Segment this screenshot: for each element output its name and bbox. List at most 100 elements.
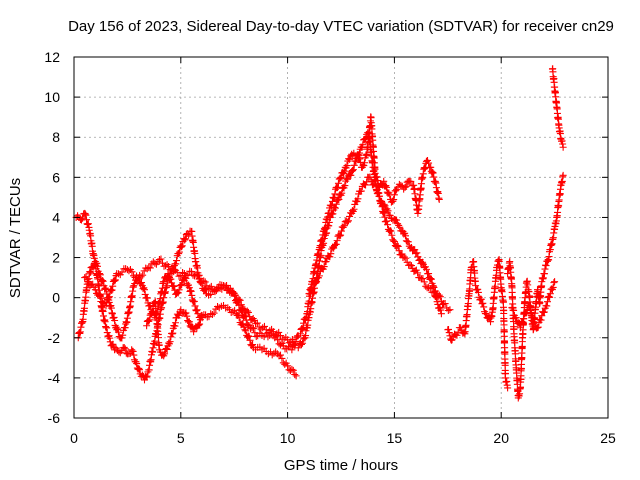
- data-point: [183, 312, 191, 320]
- data-point: [274, 336, 282, 344]
- data-point: [300, 319, 308, 327]
- data-point: [320, 263, 328, 271]
- data-point: [190, 328, 198, 336]
- data-point: [337, 173, 345, 181]
- data-point: [84, 220, 92, 228]
- data-point: [79, 214, 87, 222]
- data-point: [173, 290, 181, 298]
- data-point: [460, 329, 468, 337]
- data-point: [119, 331, 127, 339]
- data-point: [168, 282, 176, 290]
- data-point: [538, 312, 546, 320]
- data-point: [516, 324, 524, 332]
- data-point: [111, 277, 119, 285]
- data-markers: [72, 65, 567, 402]
- data-point: [212, 287, 220, 295]
- data-point: [445, 329, 453, 337]
- data-point: [504, 384, 512, 392]
- data-point: [390, 237, 398, 245]
- data-point: [436, 293, 444, 301]
- data-point: [109, 282, 117, 290]
- data-point: [407, 177, 415, 185]
- data-point: [414, 269, 422, 277]
- data-point: [390, 238, 398, 246]
- series-track-3: [81, 255, 298, 347]
- data-point: [396, 223, 404, 231]
- data-point: [162, 262, 170, 270]
- data-point: [479, 299, 487, 307]
- data-point: [546, 293, 554, 301]
- data-point: [540, 308, 548, 316]
- data-point: [178, 281, 186, 289]
- data-point: [534, 323, 542, 331]
- data-point: [115, 270, 122, 278]
- data-point: [184, 317, 192, 325]
- data-point: [161, 350, 169, 358]
- data-point: [196, 316, 204, 324]
- data-point: [191, 302, 199, 310]
- data-point: [330, 194, 338, 202]
- data-point: [145, 317, 153, 325]
- data-point: [522, 309, 530, 317]
- y-axis-label: SDTVAR / TECUs: [7, 178, 24, 298]
- data-point: [181, 235, 189, 243]
- data-point: [133, 360, 141, 368]
- y-tick-label: -6: [48, 410, 61, 426]
- data-point: [245, 332, 253, 340]
- data-point: [335, 175, 343, 183]
- data-point: [407, 262, 415, 270]
- series-track-8: [444, 256, 512, 392]
- data-point: [328, 202, 336, 210]
- data-point: [239, 320, 247, 328]
- data-point: [187, 268, 195, 276]
- data-point: [98, 277, 106, 285]
- axis-ticks: 0 5 10 15 20 25 -6 -4 -2 0 2 4 6 8 10 12: [44, 49, 616, 446]
- data-point: [125, 267, 133, 275]
- data-point: [534, 324, 542, 332]
- x-tick-label: 20: [493, 430, 509, 446]
- data-point: [397, 181, 405, 189]
- data-point: [519, 315, 527, 323]
- data-point: [474, 285, 482, 293]
- data-point: [226, 288, 234, 296]
- data-point: [521, 310, 529, 318]
- data-point: [192, 307, 200, 315]
- data-point: [81, 210, 89, 218]
- data-point: [188, 291, 196, 299]
- data-point: [386, 211, 394, 219]
- data-point: [146, 311, 154, 319]
- data-point: [284, 362, 292, 370]
- data-point: [299, 324, 307, 332]
- data-point: [446, 306, 454, 314]
- data-point: [346, 155, 354, 163]
- data-point: [441, 300, 449, 308]
- data-point: [185, 284, 193, 292]
- data-point: [142, 373, 150, 381]
- data-point: [362, 181, 370, 189]
- data-point: [114, 328, 122, 336]
- data-point: [510, 306, 518, 314]
- data-point: [275, 328, 283, 336]
- data-point: [138, 371, 146, 379]
- data-point: [231, 291, 239, 299]
- data-point: [96, 270, 104, 278]
- data-point: [174, 289, 182, 297]
- data-point: [207, 310, 215, 318]
- data-point: [157, 255, 165, 263]
- data-point: [185, 318, 193, 326]
- data-point: [324, 209, 332, 217]
- data-point: [178, 242, 186, 250]
- data-point: [196, 320, 204, 328]
- data-point: [546, 290, 554, 298]
- data-point: [383, 217, 391, 225]
- data-point: [348, 207, 356, 215]
- data-point: [252, 332, 260, 340]
- data-point: [294, 344, 302, 352]
- y-tick-label: -2: [48, 330, 61, 346]
- data-point: [425, 284, 433, 292]
- data-point: [350, 161, 358, 169]
- data-point: [328, 197, 336, 205]
- data-point: [178, 243, 186, 251]
- data-point: [298, 325, 306, 333]
- series-track-2: [74, 258, 300, 380]
